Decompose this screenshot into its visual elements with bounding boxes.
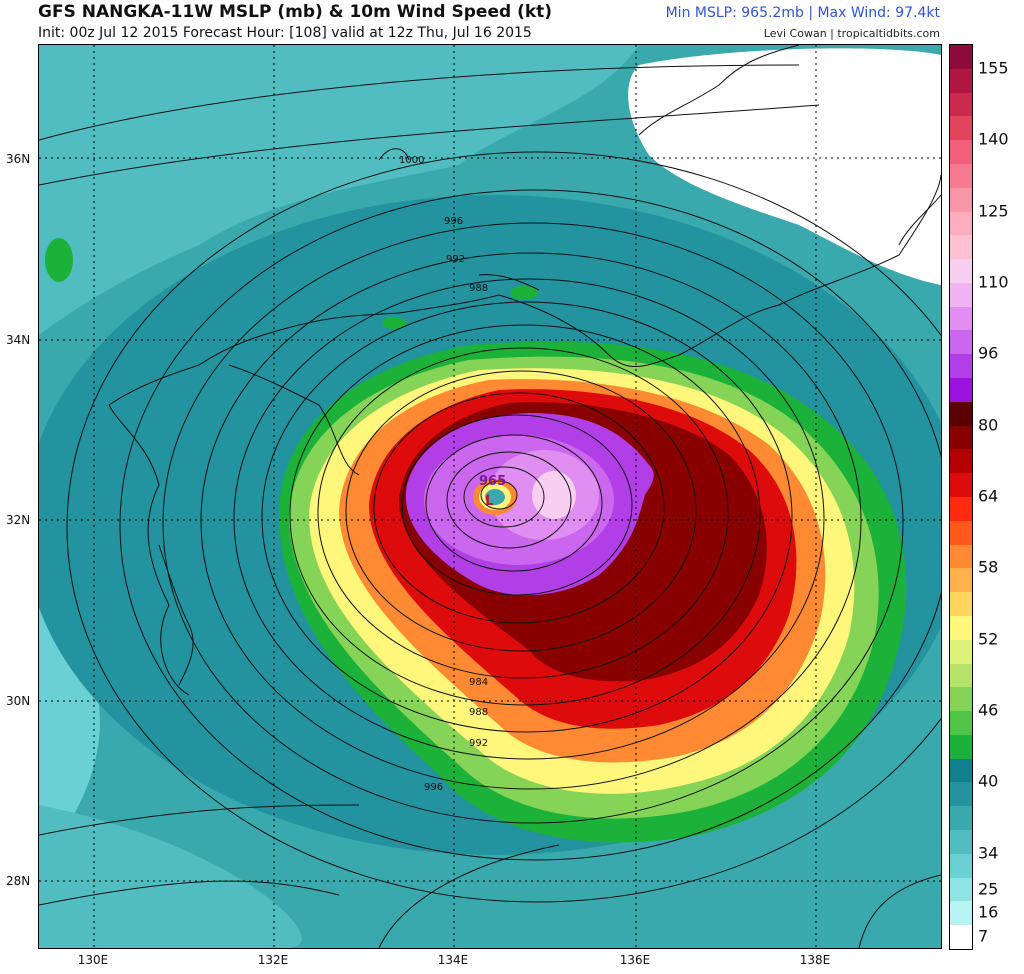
min-max-stats: Min MSLP: 965.2mb | Max Wind: 97.4kt	[665, 5, 940, 21]
lat-label: 28N	[6, 874, 31, 888]
colorbar-segment	[950, 520, 972, 546]
wind-blob-west	[45, 238, 73, 282]
isobar-label: 1000	[399, 155, 424, 166]
calm-area-northeast	[628, 48, 941, 285]
lat-lon-grid	[39, 45, 941, 948]
wind-speed-map: 1000 996 992 988 984 988 992 996 965 L	[38, 44, 942, 949]
wind-band-low-sw	[39, 805, 302, 948]
colorbar-segment	[950, 282, 972, 308]
colorbar-label: 34	[978, 843, 999, 863]
colorbar-segment	[950, 711, 972, 736]
eye	[485, 489, 505, 505]
colorbar-label: 52	[978, 629, 999, 649]
colorbar-label: 16	[978, 902, 999, 922]
isobars	[39, 64, 941, 948]
colorbar-segment	[950, 925, 972, 950]
low-marker: L	[485, 493, 494, 509]
colorbar-segment	[950, 497, 972, 522]
colorbar-label: 7	[978, 926, 989, 946]
isobar-label: 996	[424, 782, 443, 793]
colorbar-segment	[950, 877, 972, 902]
chart-title: GFS NANGKA-11W MSLP (mb) & 10m Wind Spee…	[38, 2, 553, 22]
colorbar-segment	[950, 853, 972, 879]
credit-line: Levi Cowan | tropicaltidbits.com	[763, 27, 940, 40]
colorbar-segment	[950, 354, 972, 379]
colorbar-segment	[950, 45, 972, 70]
isobar-label: 996	[444, 216, 463, 227]
colorbar-segment	[950, 544, 972, 569]
coastlines	[108, 45, 941, 696]
lon-label: 130E	[77, 953, 109, 967]
isobar-label: 988	[469, 283, 488, 294]
colorbar-segment	[950, 806, 972, 831]
lon-label: 138E	[799, 953, 831, 967]
wind-core-110	[532, 471, 576, 519]
colorbar-segment	[950, 663, 972, 688]
colorbar-label: 110	[978, 272, 1009, 292]
colorbar-segment	[950, 830, 972, 855]
colorbar-segment	[950, 259, 972, 284]
colorbar-segment	[950, 568, 972, 593]
colorbar-segment	[950, 449, 972, 474]
lon-label: 136E	[619, 953, 651, 967]
isobar-label: 984	[469, 677, 488, 688]
colorbar-segment	[950, 758, 972, 783]
colorbar-segment	[950, 235, 972, 260]
isobar-label: 992	[469, 738, 488, 749]
colorbar-segment	[950, 592, 972, 617]
colorbar-segment	[950, 330, 972, 355]
colorbar-segment	[950, 401, 972, 427]
colorbar-segment	[950, 163, 972, 189]
wind-band-low-north	[39, 45, 639, 335]
isobar-label: 992	[446, 254, 465, 265]
colorbar-segment	[950, 92, 972, 117]
colorbar-segment	[950, 306, 972, 331]
colorbar-segment	[950, 68, 972, 94]
lat-label: 32N	[6, 513, 31, 527]
lat-label: 30N	[6, 694, 31, 708]
colorbar-label: 140	[978, 129, 1009, 149]
map-canvas: 1000 996 992 988 984 988 992 996 965 L	[39, 45, 941, 948]
colorbar-segment	[950, 901, 972, 926]
center-pressure-label: 965	[479, 474, 506, 489]
colorbar-segment	[950, 187, 972, 213]
colorbar-segment	[950, 734, 972, 760]
colorbar-segment	[950, 378, 972, 403]
colorbar-segment	[950, 140, 972, 165]
colorbar-label: 96	[978, 343, 999, 363]
colorbar-segment	[950, 211, 972, 236]
colorbar-segment	[950, 782, 972, 807]
colorbar-segment	[950, 687, 972, 712]
wind-blob-north-2	[510, 286, 538, 300]
colorbar-label: 58	[978, 557, 999, 577]
wind-speed-colorbar	[949, 44, 973, 950]
lat-label: 36N	[6, 152, 31, 166]
isobar-label: 988	[469, 707, 488, 718]
colorbar-label: 46	[978, 700, 999, 720]
colorbar-label: 25	[978, 879, 999, 899]
colorbar-segment	[950, 116, 972, 141]
colorbar-label: 155	[978, 58, 1009, 78]
colorbar-segment	[950, 473, 972, 498]
colorbar-label: 64	[978, 486, 999, 506]
chart-subtitle: Init: 00z Jul 12 2015 Forecast Hour: [10…	[38, 25, 532, 41]
lon-label: 132E	[257, 953, 289, 967]
lat-label: 34N	[6, 333, 31, 347]
colorbar-segment	[950, 615, 972, 641]
lon-label: 134E	[437, 953, 469, 967]
colorbar-segment	[950, 639, 972, 665]
colorbar-label: 125	[978, 201, 1009, 221]
wind-blob-north-1	[382, 317, 406, 329]
colorbar-label: 80	[978, 415, 999, 435]
colorbar-segment	[950, 425, 972, 450]
colorbar-label: 40	[978, 771, 999, 791]
